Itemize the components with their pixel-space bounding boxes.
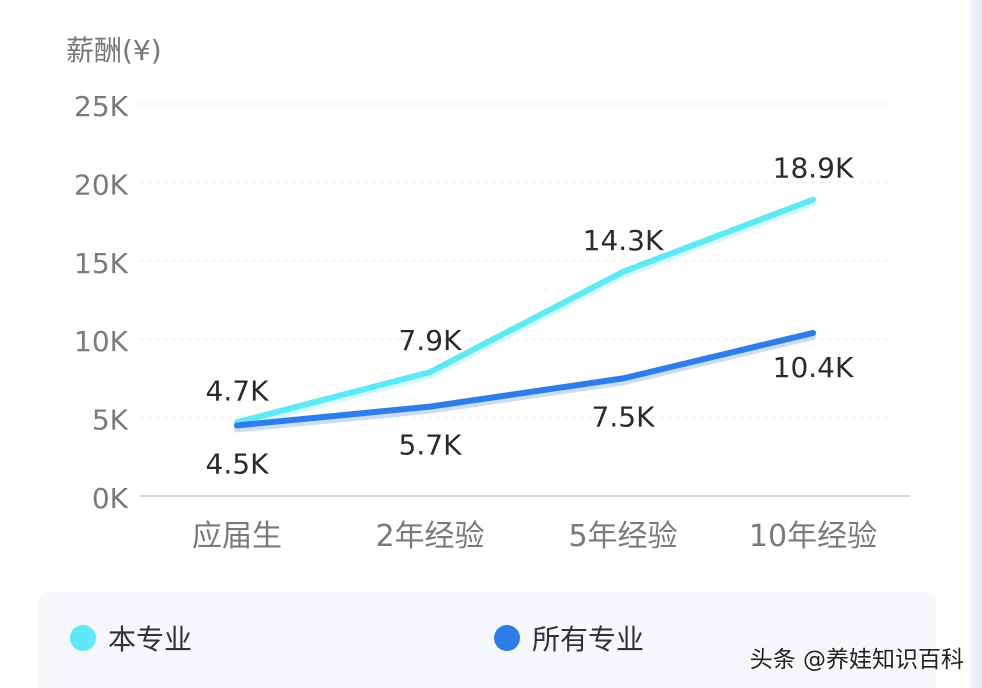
y-tick-label: 25K — [74, 90, 129, 123]
data-labels: 4.7K 7.9K 14.3K 18.9K 4.5K 5.7K 7.5K 10.4K — [206, 152, 854, 481]
y-tick-label: 5K — [92, 404, 129, 437]
data-label: 4.5K — [206, 447, 270, 480]
series-line-all-majors — [234, 329, 816, 429]
legend-dot-icon — [494, 625, 520, 651]
series-shadow — [234, 333, 816, 433]
x-tick-label: 应届生 — [192, 519, 282, 554]
data-label: 5.7K — [399, 429, 463, 462]
series-shadow — [234, 200, 816, 430]
data-label: 7.5K — [592, 400, 656, 433]
grid-lines — [140, 103, 890, 419]
series-line-major — [234, 196, 816, 426]
data-label: 4.7K — [206, 374, 270, 407]
x-tick-label: 5年经验 — [568, 519, 677, 554]
y-tick-label: 15K — [74, 247, 129, 280]
legend-item-major[interactable]: 本专业 — [70, 620, 192, 656]
y-tick-label: 10K — [74, 325, 129, 358]
x-tick-label: 2年经验 — [375, 519, 484, 554]
y-tick-labels: 0K 5K 10K 15K 20K 25K — [74, 90, 129, 515]
legend-label: 所有专业 — [532, 623, 645, 656]
y-tick-label: 0K — [92, 482, 129, 515]
y-axis-label: 薪酬(¥) — [66, 34, 162, 67]
legend-label: 本专业 — [108, 623, 193, 656]
right-edge — [970, 0, 982, 688]
data-label: 18.9K — [773, 152, 854, 185]
watermark: 头条 @养娃知识百科 — [749, 647, 964, 673]
data-label: 10.4K — [773, 351, 854, 384]
legend-item-all-majors[interactable]: 所有专业 — [494, 620, 644, 656]
x-tick-label: 10年经验 — [749, 519, 877, 554]
y-tick-label: 20K — [74, 168, 129, 201]
data-label: 7.9K — [399, 324, 463, 357]
legend-dot-icon — [70, 625, 96, 651]
data-label: 14.3K — [583, 224, 664, 257]
x-tick-labels: 应届生 2年经验 5年经验 10年经验 — [192, 519, 877, 554]
series-lines — [234, 196, 816, 433]
legend: 本专业 所有专业 — [38, 592, 936, 688]
